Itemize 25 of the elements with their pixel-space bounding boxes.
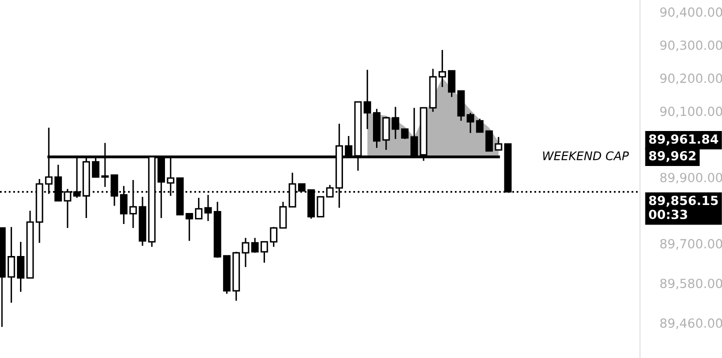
y-tick-label: 89,460.00: [660, 318, 722, 330]
candlestick: [401, 128, 409, 140]
candlestick: [438, 49, 446, 88]
text: 89,961.84: [649, 134, 718, 146]
candlestick: [186, 213, 194, 242]
candlestick: [194, 197, 202, 220]
candlestick: [260, 241, 268, 264]
y-tick-label: 90,100.00: [660, 106, 722, 118]
candlestick: [16, 241, 24, 293]
candlestick: [485, 130, 493, 152]
candlestick: [448, 70, 456, 98]
candlestick: [476, 118, 484, 133]
y-tick-label: 90,300.00: [660, 40, 722, 52]
ref-line-label: 89,856.15 00:33: [648, 196, 718, 220]
y-tick-label: 90,200.00: [660, 74, 722, 84]
text: WEEKEND CAP: [543, 151, 629, 160]
candlestick: [8, 226, 16, 304]
y-tick-label: 89,900.00: [660, 172, 722, 184]
y-tick-label: 89,700.00: [660, 238, 722, 250]
y-tick-label: 89,580.00: [660, 278, 722, 290]
y-tick-label: 90,400.00: [660, 7, 722, 18]
candlestick: [364, 69, 372, 130]
candlestick: [270, 226, 278, 248]
text: 89,962: [649, 151, 696, 162]
candlestick: [129, 179, 137, 229]
